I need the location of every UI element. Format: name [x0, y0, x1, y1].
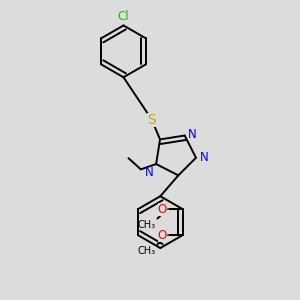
Text: O: O: [158, 229, 167, 242]
Text: N: N: [145, 166, 154, 178]
Text: S: S: [147, 113, 156, 127]
Text: Cl: Cl: [118, 10, 129, 23]
Text: N: N: [200, 151, 208, 164]
Text: N: N: [188, 128, 197, 141]
Text: CH₃: CH₃: [137, 246, 156, 256]
Text: CH₃: CH₃: [137, 220, 156, 230]
Text: O: O: [158, 203, 167, 216]
